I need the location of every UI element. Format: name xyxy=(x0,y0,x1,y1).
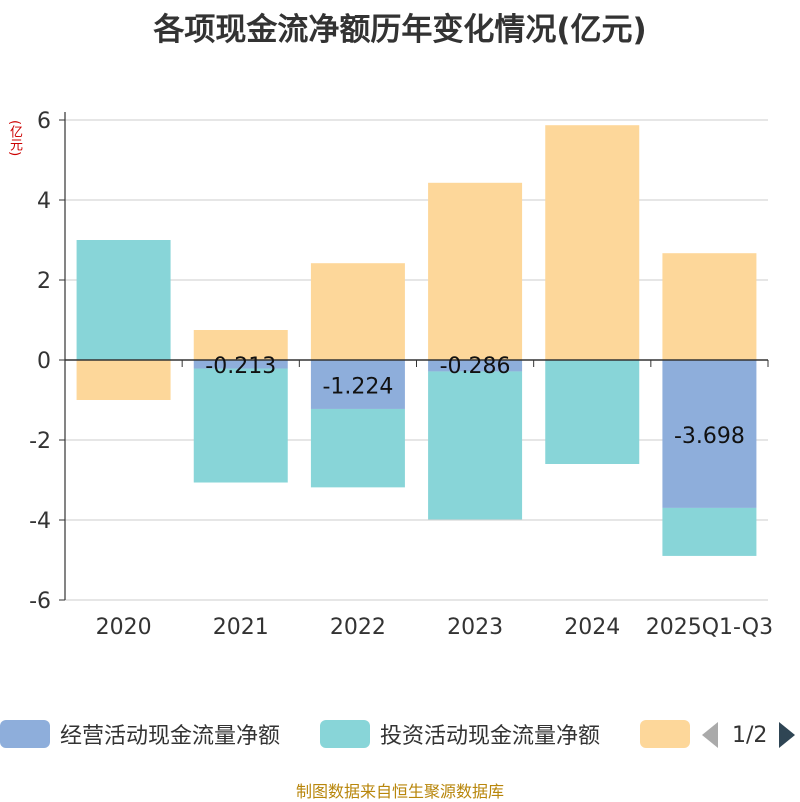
bars xyxy=(76,125,757,556)
legend-item-investing[interactable]: 投资活动现金流量净额 xyxy=(320,716,600,752)
legend-pager: 1/2 xyxy=(702,720,796,750)
y-tick-label: -6 xyxy=(29,589,51,614)
legend-swatch-operating xyxy=(0,720,50,748)
y-tick-label: -2 xyxy=(29,429,51,454)
bar-series2-2025Q1-Q3 xyxy=(662,253,757,360)
bar-series1-2025Q1-Q3 xyxy=(662,507,757,556)
bar-series1-2020 xyxy=(76,240,171,360)
y-tick-label: 0 xyxy=(37,349,51,374)
grid-lines xyxy=(65,119,768,601)
legend-label-investing: 投资活动现金流量净额 xyxy=(380,724,601,749)
legend-swatch-financing xyxy=(640,720,690,748)
bar-series1-2023 xyxy=(428,371,523,520)
x-tick-label: 2020 xyxy=(96,615,152,640)
y-tick-label: 2 xyxy=(37,269,51,294)
legend-item-operating[interactable]: 经营活动现金流量净额 xyxy=(0,716,280,752)
legend-swatch-investing xyxy=(320,720,370,748)
data-labels: -0.213 -1.224 -0.286 -3.698 xyxy=(205,354,745,449)
bar-series2-2023 xyxy=(428,182,523,360)
chevron-right-icon[interactable] xyxy=(779,722,796,748)
bar-series2-2022 xyxy=(310,263,405,360)
x-tick-label: 2024 xyxy=(564,615,620,640)
x-tick-label: 2023 xyxy=(447,615,503,640)
legend: 经营活动现金流量净额 投资活动现金流量净额 1/2 xyxy=(0,716,800,752)
data-label: -1.224 xyxy=(322,374,393,399)
data-label: -3.698 xyxy=(674,424,745,449)
bar-series2-2024 xyxy=(545,125,640,360)
y-axis-unit-label: (亿元) xyxy=(7,120,22,157)
data-label: -0.286 xyxy=(440,354,511,379)
data-label: -0.213 xyxy=(205,354,276,379)
chevron-left-icon[interactable] xyxy=(702,722,718,748)
legend-item-financing[interactable] xyxy=(640,716,700,752)
y-tick-label: 6 xyxy=(37,109,51,134)
bar-series2-2021 xyxy=(193,330,288,360)
x-tick-label: 2025Q1-Q3 xyxy=(646,615,773,640)
y-tick-label: 4 xyxy=(37,189,51,214)
x-tick-label: 2022 xyxy=(330,615,386,640)
y-tick-label: -4 xyxy=(29,509,51,534)
legend-label-operating: 经营活动现金流量净额 xyxy=(60,724,281,749)
bar-series1-2021 xyxy=(193,368,288,483)
bar-series0-2025Q1-Q3 xyxy=(662,360,757,508)
bar-series2-2020 xyxy=(76,360,171,400)
bar-series0-2023 xyxy=(428,360,523,372)
chart-title: 各项现金流净额历年变化情况(亿元) xyxy=(153,12,647,48)
bar-series0-2021 xyxy=(193,360,288,369)
data-source-note: 制图数据来自恒生聚源数据库 xyxy=(295,782,504,801)
bar-series1-2022 xyxy=(310,408,405,488)
axes: -6 -4 -2 0 2 4 6 2020 2021 2022 2023 2024 2025Q1-Q3 xyxy=(29,109,773,640)
x-tick-label: 2021 xyxy=(213,615,269,640)
legend-page-indicator: 1/2 xyxy=(732,722,768,748)
bar-series1-2024 xyxy=(545,360,640,464)
bar-series0-2022 xyxy=(310,360,405,409)
